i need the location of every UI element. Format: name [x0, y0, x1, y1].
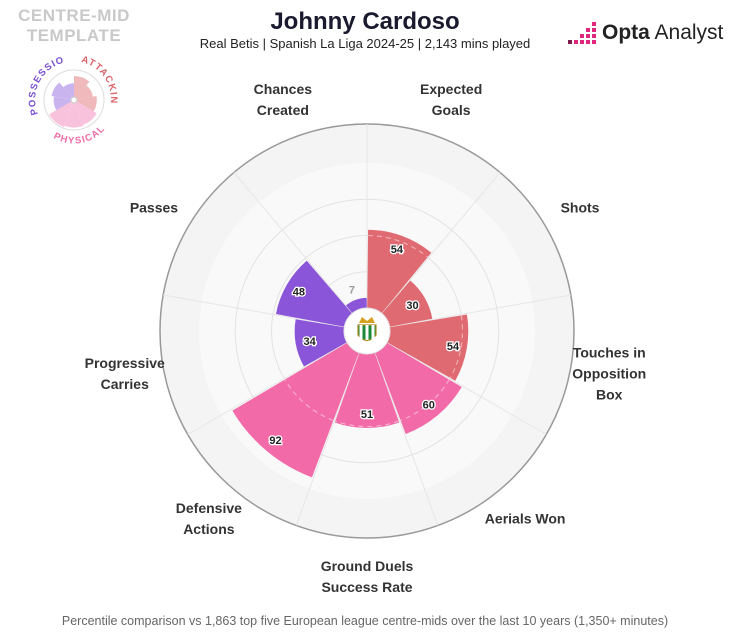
bar-touchesin-opposition-box	[387, 314, 469, 381]
chart-spoke	[163, 294, 368, 332]
badge-center	[70, 96, 78, 104]
category-label: Defensive Actions	[175, 500, 242, 538]
bar-defensive-actions	[232, 342, 359, 478]
bar-aerialswon	[375, 342, 462, 434]
badge-wedge	[74, 100, 97, 125]
bar-groundduels-successrate	[334, 352, 400, 428]
bar-value-label: 34	[303, 336, 316, 348]
category-label: Expected Goals	[420, 80, 483, 118]
crest-stripe	[371, 325, 375, 340]
badge-wedge	[51, 82, 74, 100]
chart-spoke	[366, 172, 501, 332]
template-badge-wedges	[49, 76, 97, 128]
category-label: Chances Created	[253, 80, 313, 118]
bar-value-label: 54	[391, 244, 404, 256]
category-label: Progressive Carries	[84, 354, 165, 392]
bar-value-label: 51	[361, 409, 373, 421]
badge-wedge	[74, 96, 97, 112]
logo-text: Opta Analyst	[602, 21, 724, 44]
bar-chances-created	[345, 297, 367, 314]
bar-expected-goals	[367, 229, 432, 314]
crest-crown-icon	[359, 317, 375, 323]
club-crest	[343, 307, 391, 355]
badge-wedge	[63, 83, 74, 100]
template-label: CENTRE-MID TEMPLATE	[18, 6, 130, 45]
badge-wedge	[53, 96, 74, 111]
chart-spoke	[233, 172, 368, 332]
category-label: Passes	[129, 199, 179, 216]
bar-value-label: 48	[293, 287, 305, 299]
opta-analyst-logo: Opta Analyst	[568, 18, 723, 48]
chart-spoke	[187, 330, 368, 435]
chart-bars	[232, 229, 469, 478]
chart-value-labels: 54 30 54 60 51 92 34 48 7	[268, 243, 461, 449]
bar-passes	[275, 260, 353, 327]
page-title: Johnny Cardoso	[270, 8, 460, 35]
category-label: Touches in Opposition Box	[572, 344, 647, 403]
chart-spoke	[366, 330, 547, 435]
bar-value-label: 60	[423, 400, 435, 412]
page-subtitle: Real Betis | Spanish La Liga 2024-25 | 2…	[199, 36, 531, 51]
bar-value-label: 30	[406, 300, 418, 312]
category-label: Aerials Won	[484, 510, 566, 527]
badge-wedge	[64, 100, 84, 128]
chart-grid-ring	[234, 198, 500, 464]
chart-spoke	[295, 330, 368, 526]
chart-spoke	[366, 330, 439, 526]
category-label: Ground Duels Success Rate	[320, 558, 414, 595]
bar-progressive-carries	[294, 319, 347, 367]
bar-shots	[381, 280, 433, 327]
crest-stripe	[365, 325, 369, 340]
chart-spoke	[366, 294, 571, 332]
bar-value-label: 92	[269, 435, 281, 447]
opta-dots-icon	[568, 22, 596, 44]
bar-value-label: 7	[349, 285, 355, 297]
footer-note: Percentile comparison vs 1,863 top five …	[61, 614, 669, 628]
template-badge-ring	[43, 69, 105, 131]
template-badge: POSSESSION ATTACKING PHYSICAL	[22, 48, 118, 147]
bar-value-label: 54	[447, 341, 460, 353]
badge-wedge	[74, 85, 93, 100]
badge-wedge	[49, 100, 74, 128]
crest-stripe	[359, 325, 363, 340]
category-label: Shots	[560, 199, 600, 216]
badge-wedge	[74, 76, 90, 100]
